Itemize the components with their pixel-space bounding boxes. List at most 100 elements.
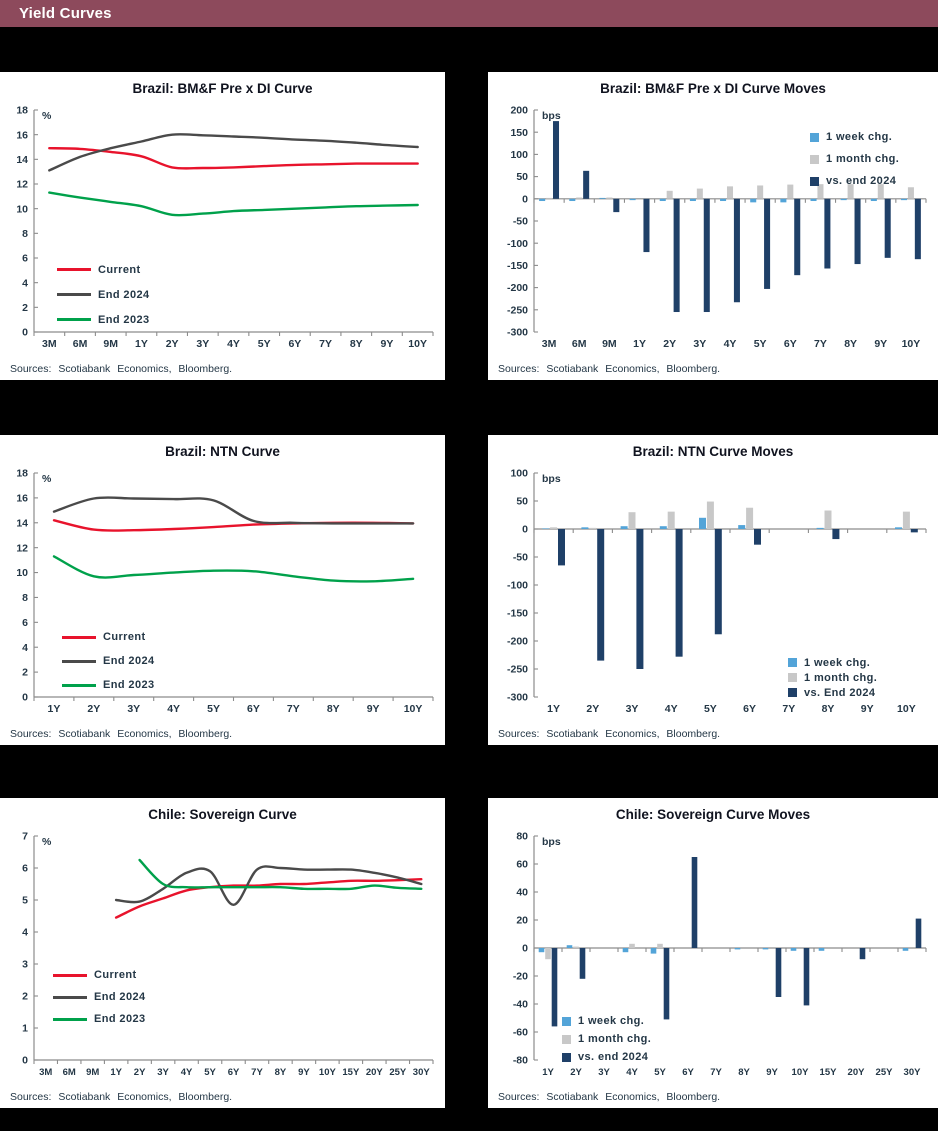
svg-text:-300: -300 <box>507 692 528 704</box>
svg-text:-50: -50 <box>513 216 528 228</box>
svg-text:2Y: 2Y <box>663 338 676 350</box>
svg-text:1: 1 <box>22 1023 28 1035</box>
svg-text:60: 60 <box>516 859 528 871</box>
svg-text:200: 200 <box>510 105 528 117</box>
svg-text:4Y: 4Y <box>227 338 240 350</box>
bar-series-2 <box>550 501 910 529</box>
y-axis: 0 2 4 6 8 10 12 14 16 18 <box>16 468 38 704</box>
legend-swatch-icon <box>810 176 819 186</box>
legend-item-1: 1 week chg. <box>562 1012 651 1030</box>
svg-text:7Y: 7Y <box>814 338 827 350</box>
y-axis: 0 2 4 6 8 10 12 14 16 18 <box>16 105 38 339</box>
legend-label: End 2023 <box>103 679 155 691</box>
y-axis: 0 1 2 3 4 5 6 7 <box>22 831 38 1067</box>
svg-text:0: 0 <box>522 193 528 205</box>
line-series-3 <box>48 191 419 217</box>
legend-label: 1 week chg. <box>826 131 893 143</box>
svg-text:14: 14 <box>16 517 28 529</box>
svg-text:3M: 3M <box>542 338 557 350</box>
sources-note: Sources: Scotiabank Economics, Bloomberg… <box>10 1091 233 1103</box>
svg-text:30Y: 30Y <box>413 1067 431 1078</box>
svg-text:0: 0 <box>522 943 528 955</box>
svg-text:8Y: 8Y <box>275 1067 287 1078</box>
svg-text:6M: 6M <box>63 1067 76 1078</box>
legend-item-1: Current <box>53 964 146 986</box>
svg-text:1Y: 1Y <box>542 1067 554 1078</box>
svg-text:0: 0 <box>22 1055 28 1067</box>
svg-text:3Y: 3Y <box>598 1067 610 1078</box>
svg-text:4Y: 4Y <box>626 1067 638 1078</box>
svg-text:2Y: 2Y <box>586 703 599 715</box>
chart-legend: 1 week chg. 1 month chg. vs. end 2024 <box>810 126 899 192</box>
legend-label: 1 month chg. <box>804 671 878 684</box>
svg-text:4: 4 <box>22 927 28 939</box>
sources-note: Sources: Scotiabank Economics, Bloomberg… <box>498 1091 721 1103</box>
svg-text:12: 12 <box>16 179 28 191</box>
svg-text:-250: -250 <box>507 664 528 676</box>
svg-text:10Y: 10Y <box>404 703 423 715</box>
legend-swatch-icon <box>53 1017 87 1021</box>
svg-text:15Y: 15Y <box>820 1067 838 1078</box>
svg-text:8: 8 <box>22 592 28 604</box>
svg-text:1Y: 1Y <box>633 338 646 350</box>
line-chart-brazil-bmf-curve: 0 2 4 6 8 10 12 14 16 18 % 3M 6M 9M 1Y 2Y 3Y 4Y 5Y 6Y 7Y 8Y 9Y… <box>16 105 434 350</box>
svg-text:9Y: 9Y <box>367 703 380 715</box>
svg-text:4Y: 4Y <box>665 703 678 715</box>
svg-text:6M: 6M <box>572 338 587 350</box>
svg-text:1Y: 1Y <box>135 338 148 350</box>
legend-swatch-icon <box>562 1034 571 1044</box>
svg-text:3M: 3M <box>42 338 57 350</box>
bar-chart-chile-sovereign-moves: -80 -60 -40 -20 0 20 40 60 80 bps 1Y 2Y 3Y 4Y 5Y 6Y 7Y 8Y… <box>513 831 927 1078</box>
svg-text:4: 4 <box>22 642 28 654</box>
svg-text:9M: 9M <box>103 338 118 350</box>
svg-text:20: 20 <box>516 915 528 927</box>
chart-legend: Current End 2024 End 2023 <box>62 625 155 697</box>
legend-label: End 2023 <box>94 1013 146 1025</box>
svg-text:10Y: 10Y <box>792 1067 810 1078</box>
legend-label: Current <box>103 631 146 643</box>
svg-text:8Y: 8Y <box>350 338 363 350</box>
svg-text:3M: 3M <box>39 1067 52 1078</box>
page-title: Yield Curves <box>19 5 112 22</box>
legend-item-1: Current <box>62 625 155 649</box>
svg-text:9Y: 9Y <box>381 338 394 350</box>
svg-text:3Y: 3Y <box>196 338 209 350</box>
bar-chart-brazil-bmf-moves: -300 -250 -200 -150 -100 -50 0 50 100 150 200 bps 3M… <box>507 105 927 350</box>
legend-label: vs. end 2024 <box>578 1051 649 1063</box>
chart-panel-brazil-ntn-curve: Brazil: NTN Curve 0 2 4 6 8 10 12 14 16 18% 1Y 2Y 3Y… <box>0 435 445 745</box>
svg-text:150: 150 <box>510 127 528 139</box>
bar-series-3 <box>551 857 922 1027</box>
svg-text:15Y: 15Y <box>342 1067 360 1078</box>
legend-label: End 2024 <box>103 655 155 667</box>
line-chart-chile-sovereign-curve: 0 1 2 3 4 5 6 7 % 3M 6M 9M 1Y 2Y 3Y 4Y 5Y 6Y 7Y 8Y 9Y 10Y 15Y 2… <box>22 831 434 1078</box>
chart-panel-chile-sovereign-moves: Chile: Sovereign Curve Moves -80 -60 -40 -2… <box>488 798 938 1108</box>
unit-label: bps <box>542 836 561 848</box>
svg-text:4: 4 <box>22 277 28 289</box>
svg-text:7Y: 7Y <box>782 703 795 715</box>
legend-label: End 2023 <box>98 313 150 326</box>
chart-panel-chile-sovereign-curve: Chile: Sovereign Curve 0 1 2 3 4 5 6 7% 3M 6M 9M 1Y… <box>0 798 445 1108</box>
chart-title: Brazil: BM&F Pre x DI Curve <box>132 81 313 96</box>
legend-swatch-icon <box>810 132 819 142</box>
svg-text:1Y: 1Y <box>48 703 61 715</box>
y-axis: -300 -250 -200 -150 -100 -50 0 50 100 150 200 <box>507 105 538 339</box>
line-series-1 <box>48 147 419 170</box>
svg-text:40: 40 <box>516 887 528 899</box>
svg-text:2: 2 <box>22 667 28 679</box>
legend-swatch-icon <box>57 268 91 271</box>
svg-text:4Y: 4Y <box>724 338 737 350</box>
bar-chart-brazil-ntn-moves: -300 -250 -200 -150 -100 -50 0 50 100 bps 1Y 2Y 3Y 4Y… <box>507 468 927 715</box>
bar-series-2 <box>545 943 663 960</box>
svg-text:18: 18 <box>16 468 28 480</box>
legend-swatch-icon <box>62 635 96 639</box>
svg-text:3Y: 3Y <box>127 703 140 715</box>
svg-text:6Y: 6Y <box>743 703 756 715</box>
legend-label: Current <box>94 969 137 981</box>
unit-label: bps <box>542 473 561 485</box>
svg-text:9Y: 9Y <box>874 338 887 350</box>
legend-item-2: 1 month chg. <box>810 148 899 170</box>
legend-swatch-icon <box>788 658 797 667</box>
legend-swatch-icon <box>562 1052 571 1062</box>
svg-text:5: 5 <box>22 895 28 907</box>
legend-item-3: End 2023 <box>62 673 155 697</box>
